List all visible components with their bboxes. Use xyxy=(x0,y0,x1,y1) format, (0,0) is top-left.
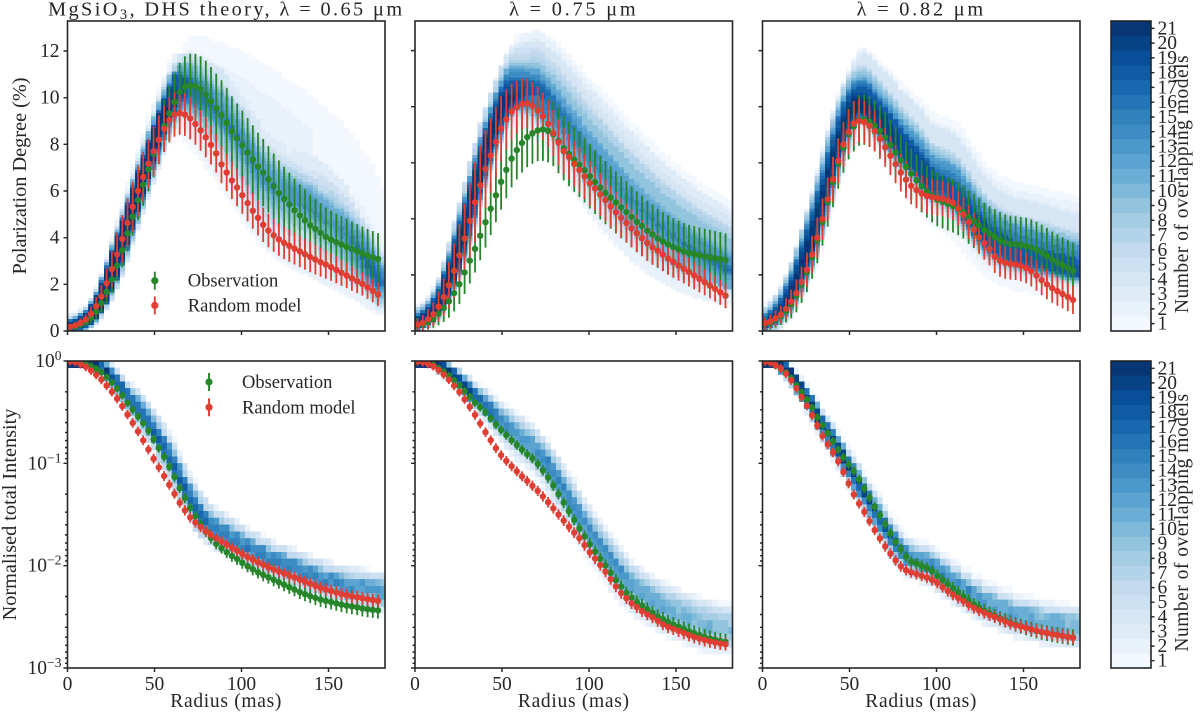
svg-text:150: 150 xyxy=(314,674,343,695)
svg-text:11: 11 xyxy=(1158,166,1177,187)
svg-text:21: 21 xyxy=(1158,18,1178,39)
svg-text:Radius (mas): Radius (mas) xyxy=(865,691,977,712)
svg-text:4: 4 xyxy=(1158,607,1168,628)
svg-text:13: 13 xyxy=(1158,475,1178,496)
svg-text:7: 7 xyxy=(1158,563,1168,584)
svg-text:10−2: 10−2 xyxy=(28,553,62,577)
svg-text:20: 20 xyxy=(1158,373,1178,394)
svg-text:2: 2 xyxy=(1158,299,1168,320)
svg-text:4: 4 xyxy=(50,228,60,249)
svg-text:0: 0 xyxy=(410,674,420,695)
svg-text:2: 2 xyxy=(1158,636,1168,657)
svg-text:Number of overlapping models: Number of overlapping models xyxy=(1172,55,1193,313)
svg-text:MgSiO3, DHS theory, λ = 0.65 μ: MgSiO3, DHS theory, λ = 0.65 μm xyxy=(48,0,404,23)
svg-text:20: 20 xyxy=(1158,33,1178,54)
svg-text:λ = 0.75 μm: λ = 0.75 μm xyxy=(509,0,638,21)
svg-text:Random model: Random model xyxy=(188,296,302,316)
svg-text:2: 2 xyxy=(50,274,60,295)
svg-text:6: 6 xyxy=(50,181,60,202)
svg-text:Radius (mas): Radius (mas) xyxy=(170,691,282,712)
svg-text:Polarization Degree (%): Polarization Degree (%) xyxy=(9,77,31,274)
svg-text:1: 1 xyxy=(1158,651,1168,672)
svg-text:Observation: Observation xyxy=(188,272,278,292)
svg-text:5: 5 xyxy=(1158,592,1168,613)
svg-text:19: 19 xyxy=(1158,388,1178,409)
svg-text:50: 50 xyxy=(145,674,165,695)
svg-text:150: 150 xyxy=(1009,674,1038,695)
svg-text:10−1: 10−1 xyxy=(28,450,62,474)
svg-text:17: 17 xyxy=(1158,77,1178,98)
svg-text:7: 7 xyxy=(1158,225,1168,246)
svg-text:0: 0 xyxy=(63,674,73,695)
svg-text:12: 12 xyxy=(1158,151,1178,172)
svg-text:16: 16 xyxy=(1158,92,1178,113)
svg-text:150: 150 xyxy=(661,674,690,695)
svg-text:12: 12 xyxy=(1158,490,1178,511)
svg-text:17: 17 xyxy=(1158,417,1178,438)
svg-text:21: 21 xyxy=(1158,358,1178,379)
svg-text:λ = 0.82 μm: λ = 0.82 μm xyxy=(857,0,986,21)
svg-text:5: 5 xyxy=(1158,255,1168,276)
svg-text:18: 18 xyxy=(1158,63,1178,84)
svg-text:14: 14 xyxy=(1158,122,1178,143)
svg-text:15: 15 xyxy=(1158,446,1178,467)
svg-text:1: 1 xyxy=(1158,314,1168,335)
svg-text:16: 16 xyxy=(1158,431,1178,452)
svg-text:50: 50 xyxy=(492,674,512,695)
svg-text:3: 3 xyxy=(1158,622,1168,643)
svg-text:100: 100 xyxy=(35,348,62,372)
svg-text:11: 11 xyxy=(1158,505,1177,526)
svg-text:4: 4 xyxy=(1158,269,1168,290)
svg-text:10: 10 xyxy=(40,88,60,109)
svg-text:100: 100 xyxy=(227,674,256,695)
svg-text:0: 0 xyxy=(50,321,60,342)
svg-text:8: 8 xyxy=(50,134,60,155)
svg-text:8: 8 xyxy=(1158,548,1168,569)
svg-text:3: 3 xyxy=(1158,284,1168,305)
svg-text:Number of overlapping models: Number of overlapping models xyxy=(1172,393,1193,651)
svg-text:10: 10 xyxy=(1158,181,1178,202)
svg-text:100: 100 xyxy=(574,674,603,695)
svg-text:13: 13 xyxy=(1158,137,1178,158)
svg-text:Normalised total Intensity: Normalised total Intensity xyxy=(0,408,21,621)
svg-text:6: 6 xyxy=(1158,578,1168,599)
svg-text:50: 50 xyxy=(840,674,860,695)
svg-text:Random model: Random model xyxy=(242,398,356,418)
svg-text:100: 100 xyxy=(922,674,951,695)
svg-text:19: 19 xyxy=(1158,48,1178,69)
svg-text:Radius (mas): Radius (mas) xyxy=(518,691,630,712)
svg-text:12: 12 xyxy=(40,41,60,62)
svg-text:9: 9 xyxy=(1158,534,1168,555)
svg-text:8: 8 xyxy=(1158,210,1168,231)
svg-text:6: 6 xyxy=(1158,240,1168,261)
svg-text:9: 9 xyxy=(1158,196,1168,217)
svg-text:0: 0 xyxy=(758,674,768,695)
svg-text:15: 15 xyxy=(1158,107,1178,128)
svg-text:14: 14 xyxy=(1158,461,1178,482)
svg-text:Observation: Observation xyxy=(242,373,332,393)
svg-text:18: 18 xyxy=(1158,402,1178,423)
svg-text:10: 10 xyxy=(1158,519,1178,540)
